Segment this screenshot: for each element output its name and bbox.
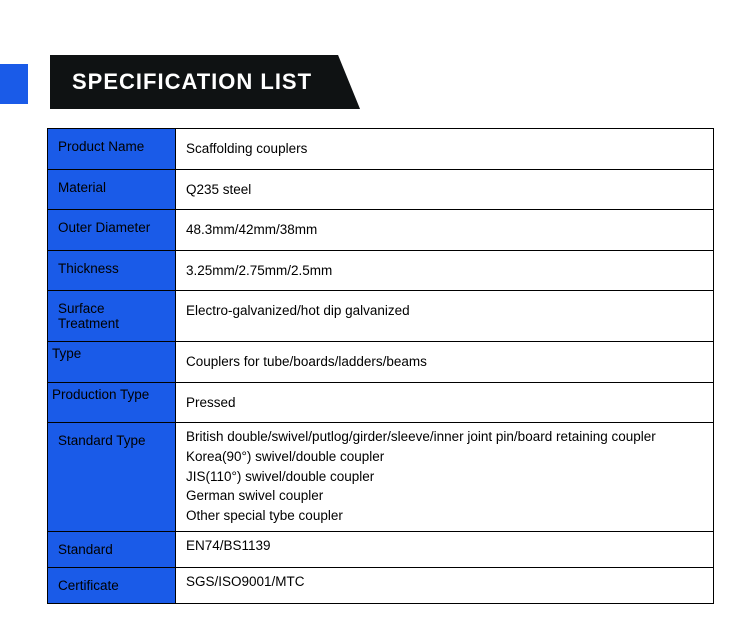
table-row: Production Type Pressed [48,382,714,423]
row-label: Certificate [48,568,176,604]
row-label: Material [48,169,176,210]
specification-table-body: Product Name Scaffolding couplers Materi… [48,129,714,604]
row-label: Product Name [48,129,176,170]
table-row: Outer Diameter 48.3mm/42mm/38mm [48,210,714,251]
table-row: Surface Treatment Electro-galvanized/hot… [48,291,714,342]
row-label: Production Type [48,382,176,423]
row-value: EN74/BS1139 [176,532,714,568]
row-label: Surface Treatment [48,291,176,342]
page-title: SPECIFICATION LIST [50,55,360,109]
table-row: Material Q235 steel [48,169,714,210]
row-label: Standard [48,532,176,568]
row-value: British double/swivel/putlog/girder/slee… [176,423,714,532]
row-value: 3.25mm/2.75mm/2.5mm [176,250,714,291]
row-label: Type [48,342,176,383]
row-label: Outer Diameter [48,210,176,251]
row-label: Thickness [48,250,176,291]
row-value: Couplers for tube/boards/ladders/beams [176,342,714,383]
table-row: Standard Type British double/swivel/putl… [48,423,714,532]
row-value: Q235 steel [176,169,714,210]
table-row: Product Name Scaffolding couplers [48,129,714,170]
row-value: Electro-galvanized/hot dip galvanized [176,291,714,342]
row-label: Standard Type [48,423,176,532]
row-value: Scaffolding couplers [176,129,714,170]
table-row: Standard EN74/BS1139 [48,532,714,568]
row-value: 48.3mm/42mm/38mm [176,210,714,251]
table-row: Thickness 3.25mm/2.75mm/2.5mm [48,250,714,291]
accent-bar [0,64,28,104]
specification-table: Product Name Scaffolding couplers Materi… [47,128,714,604]
table-row: Certificate SGS/ISO9001/MTC [48,568,714,604]
row-value: Pressed [176,382,714,423]
table-row: Type Couplers for tube/boards/ladders/be… [48,342,714,383]
row-value: SGS/ISO9001/MTC [176,568,714,604]
